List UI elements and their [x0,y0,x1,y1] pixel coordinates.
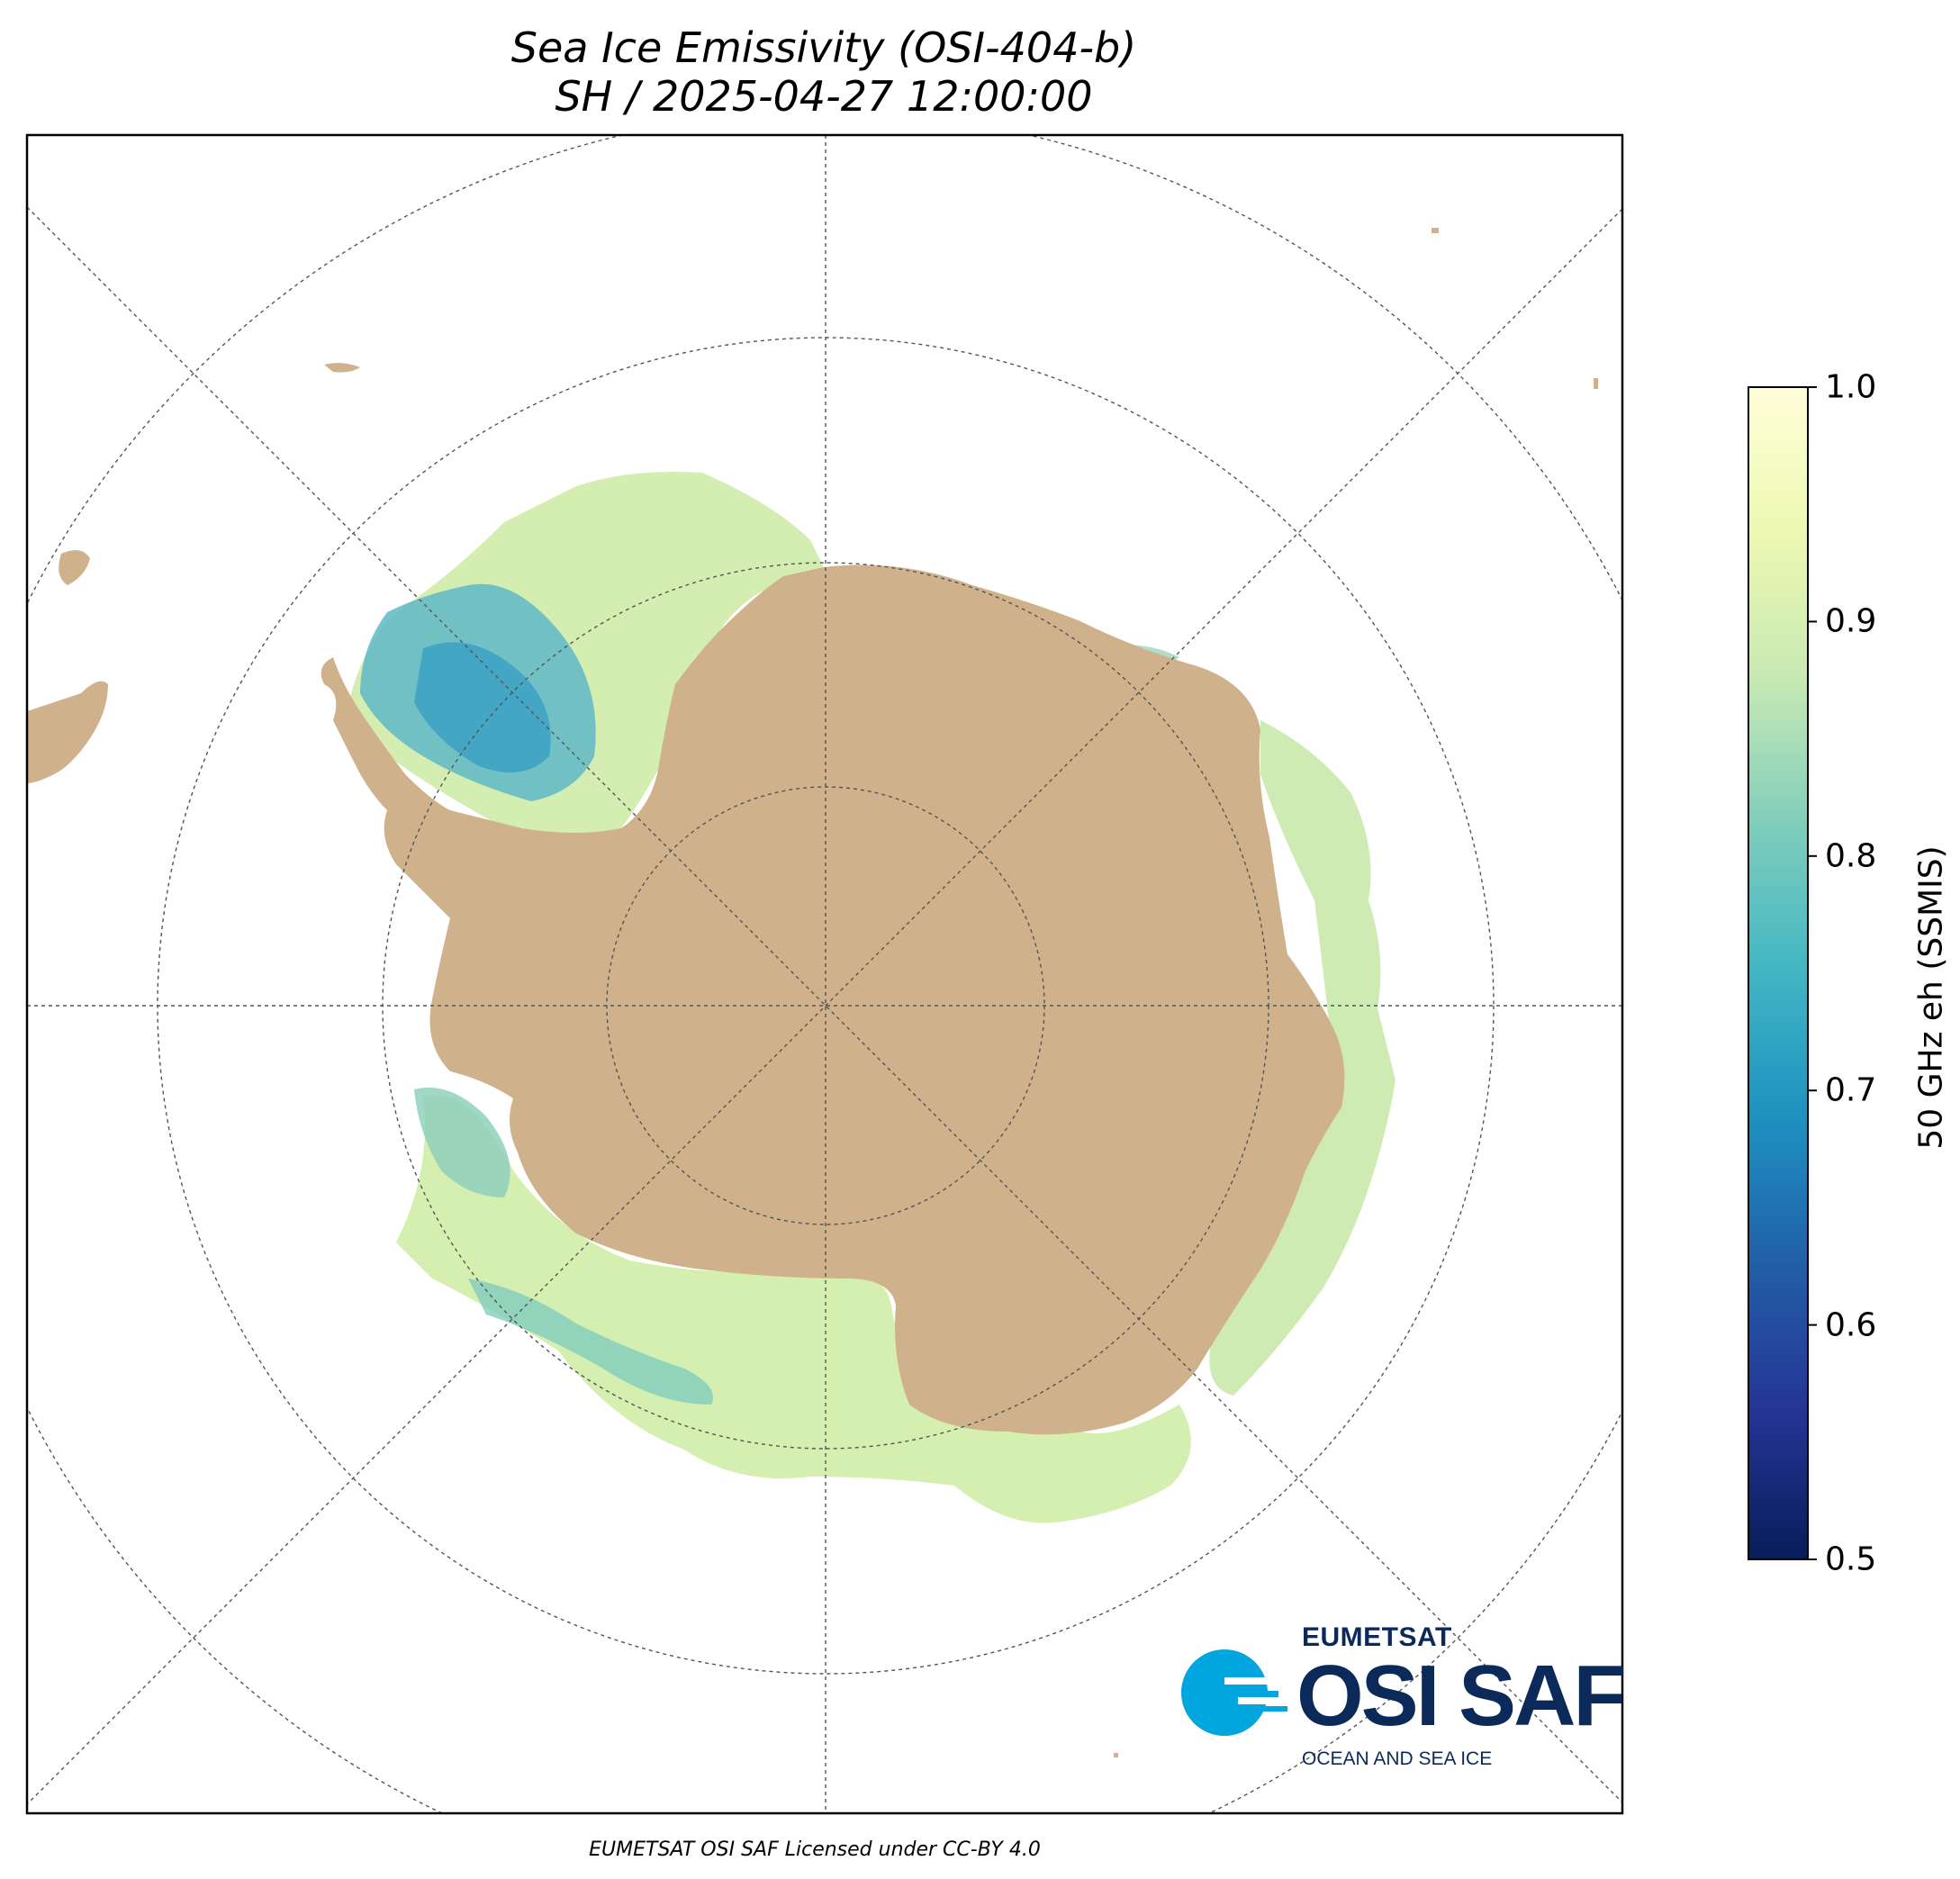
colorbar-tick-label: 0.5 [1825,1540,1877,1578]
south-america-tip [27,681,108,783]
meridian-diag-1 [27,206,1622,1803]
graticule [27,135,1622,1813]
logo-org-text: EUMETSAT [1302,1622,1452,1652]
land-mask [27,228,1598,1757]
colorbar-tick-label: 0.8 [1825,837,1877,875]
logo-name-text: OSI SAF [1296,1648,1626,1744]
colorbar-tick-label: 0.7 [1825,1071,1877,1109]
map-title-line1: Sea Ice Emissivity (OSI-404-b) [510,23,1137,72]
island-speck-south [1114,1753,1118,1757]
sea-ice-ross-low-emissivity [468,1278,713,1405]
map-title-line2: SH / 2025-04-27 12:00:00 [555,72,1093,121]
south-georgia [324,363,360,373]
colorbar [1748,386,1809,1560]
sea-ice-emissivity-field [347,472,1395,1523]
meridian-diag-2 [27,208,1622,1805]
falkland-islands [59,550,90,585]
island-speck-east [1594,378,1598,389]
sea-ice-east [1209,720,1395,1396]
colorbar-label: 50 GHz eh (SSMIS) [1912,845,1950,1150]
colorbar-tick-label: 0.9 [1825,602,1877,640]
logo-tagline: OCEAN AND SEA ICE [1302,1748,1493,1769]
sea-ice-ross-amundsen [396,1095,1191,1523]
colorbar-tick-label: 0.6 [1825,1306,1877,1344]
license-credit: EUMETSAT OSI SAF Licensed under CC-BY 4.… [589,1838,1041,1861]
osisaf-logo-icon [1181,1649,1287,1736]
colorbar-ticks [1808,386,1817,1560]
map-area [27,135,1622,1813]
kerguelen-speck [1432,228,1439,233]
map-frame [25,133,1624,1815]
antarctic-peninsula [321,657,405,792]
antarctica-landmass [333,565,1345,1435]
sea-ice-bellingshausen [414,1088,510,1197]
sea-ice-weddell-darker [414,642,551,772]
colorbar-tick-label: 1.0 [1825,368,1877,406]
